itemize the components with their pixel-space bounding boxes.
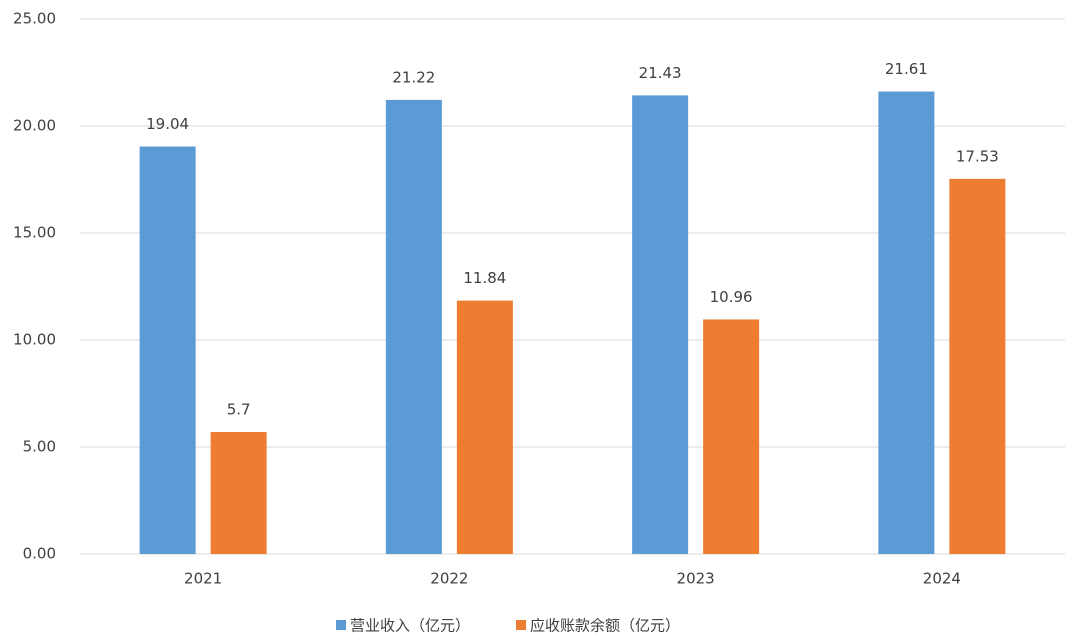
data-label: 17.53	[956, 147, 999, 165]
data-label: 10.96	[710, 288, 753, 306]
data-label: 21.22	[392, 68, 435, 86]
data-label: 5.7	[227, 401, 251, 419]
data-label: 11.84	[463, 269, 506, 287]
x-tick-label: 2023	[677, 570, 715, 588]
data-label: 21.43	[639, 64, 682, 82]
data-label: 19.04	[146, 115, 189, 133]
bar	[703, 319, 760, 554]
bar	[949, 178, 1006, 554]
x-tick-label: 2024	[923, 570, 961, 588]
y-tick-label: 20.00	[13, 117, 56, 135]
bar	[632, 95, 689, 554]
y-tick-label: 15.00	[13, 224, 56, 242]
bar	[456, 300, 513, 554]
bar	[878, 91, 935, 555]
y-tick-label: 0.00	[23, 545, 56, 563]
legend-swatch	[336, 620, 346, 630]
x-tick-label: 2021	[184, 570, 222, 588]
x-tick-label: 2022	[430, 570, 468, 588]
y-tick-label: 25.00	[13, 10, 56, 28]
legend-swatch	[516, 620, 527, 630]
legend-label: 营业收入（亿元）	[350, 617, 470, 635]
y-tick-label: 10.00	[13, 331, 56, 349]
bar	[210, 432, 267, 554]
bar	[139, 146, 196, 554]
data-label: 21.61	[885, 60, 928, 78]
bar	[385, 99, 442, 554]
legend-label: 应收账款余额（亿元）	[530, 617, 680, 635]
y-tick-label: 5.00	[23, 438, 56, 456]
